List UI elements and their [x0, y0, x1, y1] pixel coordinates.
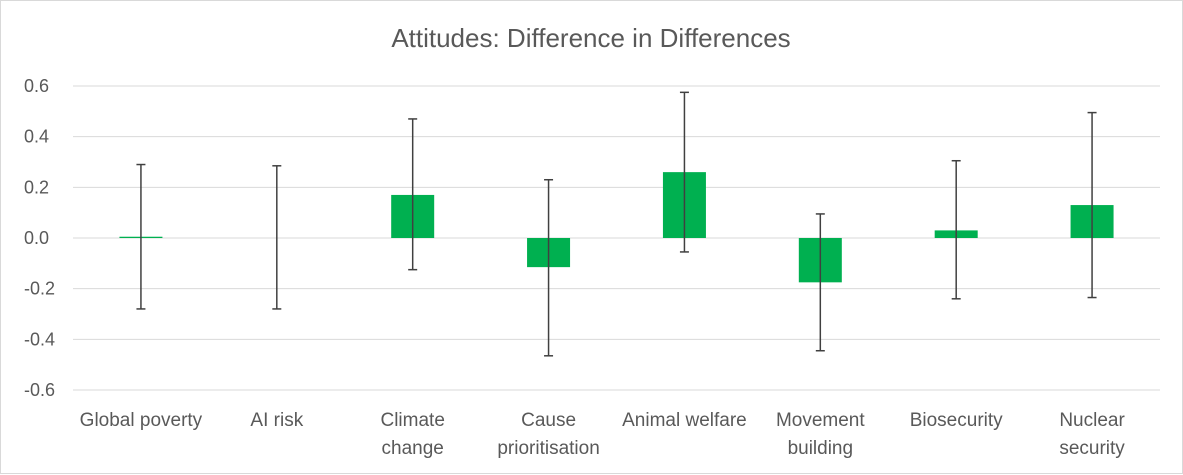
x-category-label-line: Animal welfare — [622, 410, 747, 431]
x-category-label-line: Climate — [380, 410, 444, 431]
y-tick-label: -0.6 — [24, 380, 55, 400]
x-category-label-line: security — [1059, 438, 1125, 459]
x-category-label-line: Cause — [521, 410, 576, 431]
x-category-label: Biosecurity — [910, 410, 1003, 431]
x-category-label-line: prioritisation — [497, 438, 599, 459]
x-category-label: AI risk — [250, 410, 303, 431]
y-tick-label: -0.4 — [24, 329, 55, 349]
bars — [119, 172, 1113, 282]
error-bars — [136, 92, 1096, 355]
x-category-label-line: Nuclear — [1059, 410, 1125, 431]
x-category-label-line: Global poverty — [80, 410, 203, 431]
y-tick-label: 0.6 — [24, 76, 49, 96]
x-category-label-line: building — [788, 438, 854, 459]
error-bar — [1088, 113, 1097, 298]
x-category-label-line: AI risk — [250, 410, 303, 431]
chart-title: Attitudes: Difference in Differences — [391, 23, 790, 53]
x-category-label-line: Movement — [776, 410, 865, 431]
y-tick-label: 0.0 — [24, 228, 49, 248]
error-bar — [408, 119, 417, 270]
x-category-label: Climate change — [380, 410, 444, 459]
gridlines — [73, 86, 1160, 390]
y-tick-label: -0.2 — [24, 279, 55, 299]
x-category-label: Global poverty — [80, 410, 203, 431]
y-tick-label: 0.4 — [24, 127, 49, 147]
x-category-label: Nuclear security — [1059, 410, 1125, 459]
x-category-label-line: Biosecurity — [910, 410, 1003, 431]
error-bar — [544, 180, 553, 356]
x-category-label: Cause prioritisation — [497, 410, 599, 459]
x-category-label: Animal welfare — [622, 410, 747, 431]
error-bar — [952, 161, 961, 299]
x-category-label: Movement building — [776, 410, 865, 459]
y-tick-label: 0.2 — [24, 177, 49, 197]
x-axis-category-labels: Global poverty AI risk Climate change Cause p… — [80, 410, 1126, 459]
x-category-label-line: change — [382, 438, 444, 459]
y-axis-tick-labels: 0.6 0.4 0.2 0.0 -0.2 -0.4 -0.6 — [24, 76, 55, 400]
